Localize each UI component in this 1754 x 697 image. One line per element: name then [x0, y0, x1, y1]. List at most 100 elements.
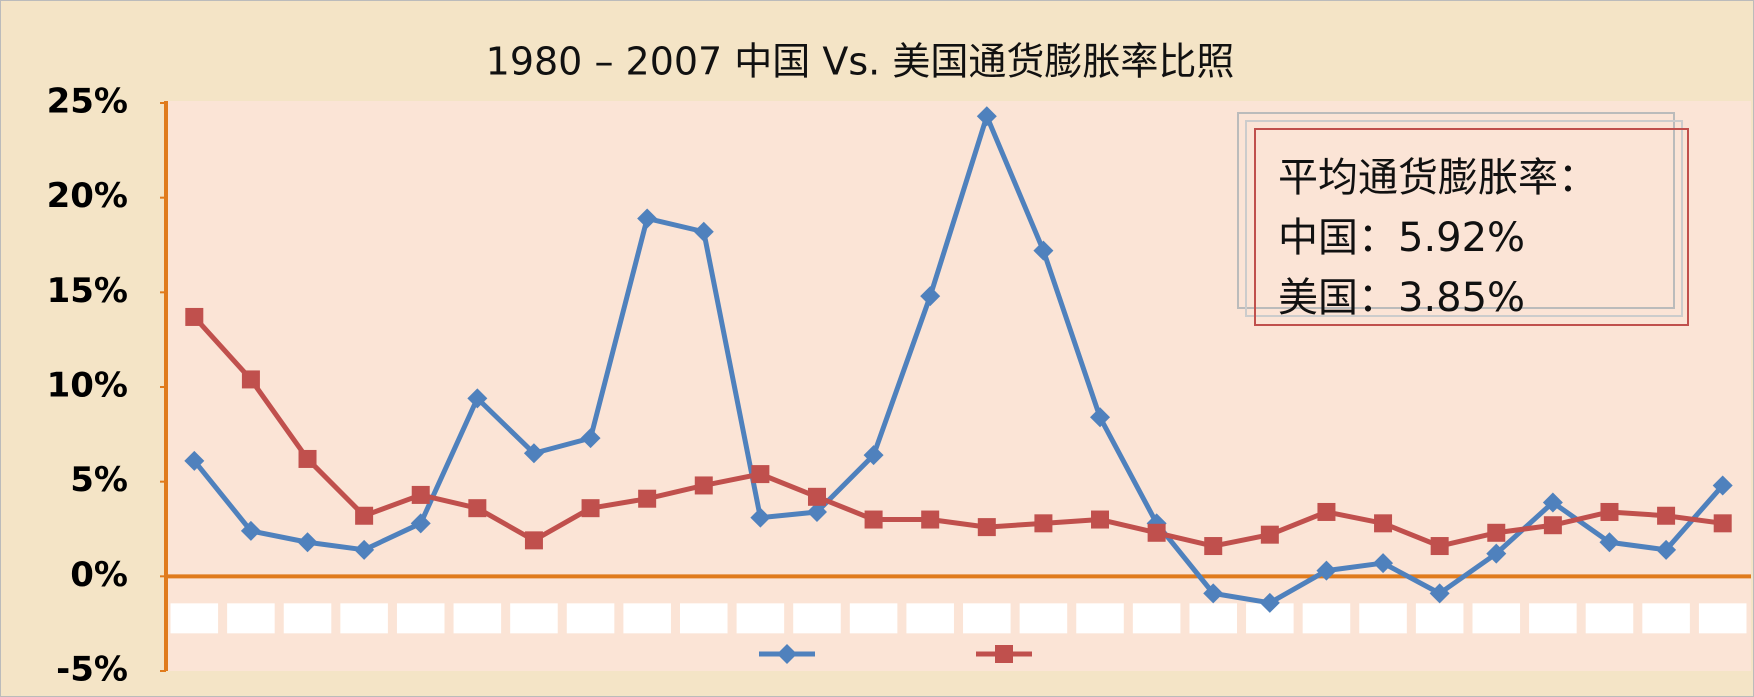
- y-tick-label: 0%: [70, 555, 128, 595]
- x-label-box: [623, 603, 671, 634]
- x-label-box: [283, 603, 332, 634]
- box-frame: [1245, 120, 1683, 317]
- data-point: [638, 489, 657, 508]
- y-tick-label: 5%: [70, 460, 128, 500]
- x-label-box: [963, 603, 1011, 634]
- x-label-box: [453, 603, 502, 634]
- data-point: [694, 476, 713, 495]
- annotation-text: 美国：3.85%: [1278, 275, 1525, 321]
- x-label-box: [340, 603, 388, 634]
- x-label-box: [1132, 603, 1181, 634]
- y-tick-label: 15%: [47, 271, 128, 311]
- data-point: [580, 428, 601, 449]
- data-point: [1204, 537, 1223, 556]
- data-point: [468, 499, 487, 518]
- data-point: [1599, 532, 1620, 553]
- x-label-box: [1359, 603, 1407, 634]
- data-point: [1316, 560, 1337, 581]
- data-point: [354, 539, 375, 560]
- x-label-box: [1585, 603, 1634, 634]
- data-point: [411, 485, 430, 504]
- data-point: [1203, 583, 1224, 604]
- data-point: [1033, 240, 1054, 261]
- data-point: [1147, 523, 1166, 542]
- data-point: [1487, 523, 1506, 542]
- data-point: [806, 501, 827, 522]
- y-tick-label: 20%: [47, 176, 128, 216]
- legend-marker: [777, 644, 797, 664]
- data-point: [1713, 514, 1732, 533]
- x-label-box: [793, 603, 841, 634]
- data-point: [1317, 502, 1336, 521]
- y-tick-label: 25%: [47, 82, 128, 122]
- data-point: [467, 388, 488, 409]
- data-point: [807, 487, 826, 506]
- x-label-box: [1529, 603, 1577, 634]
- x-label-box: [1415, 603, 1464, 634]
- annotation-text: 中国：5.92%: [1278, 215, 1525, 261]
- data-point: [1712, 475, 1733, 496]
- x-label-box: [1189, 603, 1238, 634]
- data-point: [1430, 537, 1449, 556]
- data-point: [750, 507, 771, 528]
- x-label-box: [1642, 603, 1690, 634]
- data-point: [1373, 553, 1394, 574]
- x-label-box: [1472, 603, 1521, 634]
- data-point: [976, 106, 997, 127]
- x-label-box: [1302, 603, 1351, 634]
- data-point: [241, 370, 260, 389]
- data-point: [863, 445, 884, 466]
- x-label-box: [170, 603, 219, 634]
- x-label-box: [1076, 603, 1124, 634]
- data-point: [581, 499, 600, 518]
- legend-marker: [995, 645, 1013, 663]
- annotation-text: 平均通货膨胀率：: [1278, 155, 1598, 201]
- data-point: [1034, 514, 1053, 533]
- x-label-box: [510, 603, 558, 634]
- data-point: [1543, 516, 1562, 535]
- data-point: [1656, 539, 1677, 560]
- x-label-box: [566, 603, 615, 634]
- data-point: [185, 307, 204, 326]
- chart-title: 1980 – 2007 中国 Vs. 美国通货膨胀率比照: [486, 40, 1235, 84]
- data-point: [1260, 525, 1279, 544]
- x-label-box: [679, 603, 728, 634]
- data-point: [921, 510, 940, 529]
- data-point: [184, 450, 205, 471]
- data-point: [1542, 492, 1563, 513]
- data-point: [1657, 506, 1676, 525]
- data-point: [297, 532, 318, 553]
- x-label-box: [736, 603, 785, 634]
- series-line: [192, 113, 1725, 606]
- y-tick-label: -5%: [56, 650, 128, 690]
- data-point: [1600, 502, 1619, 521]
- data-point: [240, 520, 261, 541]
- x-label-box: [849, 603, 898, 634]
- box-frame: [1237, 112, 1675, 309]
- x-label-box: [227, 603, 275, 634]
- data-point: [1374, 514, 1393, 533]
- data-point: [355, 506, 374, 525]
- box-frame: [1254, 128, 1689, 326]
- x-label-box: [906, 603, 954, 634]
- data-point: [523, 443, 544, 464]
- data-point: [1090, 407, 1111, 428]
- data-point: [410, 513, 431, 534]
- data-point: [637, 208, 658, 229]
- annotation-box: 平均通货膨胀率： 中国：5.92% 美国：3.85%: [1237, 112, 1689, 326]
- data-point: [864, 510, 883, 529]
- data-point: [1486, 543, 1507, 564]
- series-line: [192, 315, 1724, 549]
- data-point: [751, 465, 770, 484]
- data-point: [977, 518, 996, 537]
- x-label-box: [396, 603, 445, 634]
- x-label-box: [1698, 603, 1747, 634]
- data-point: [1091, 510, 1110, 529]
- data-point: [524, 531, 543, 550]
- y-tick-label: 10%: [47, 366, 128, 406]
- data-point: [920, 286, 941, 307]
- data-point: [298, 449, 317, 468]
- x-label-box: [1019, 603, 1068, 634]
- data-point: [1259, 592, 1280, 613]
